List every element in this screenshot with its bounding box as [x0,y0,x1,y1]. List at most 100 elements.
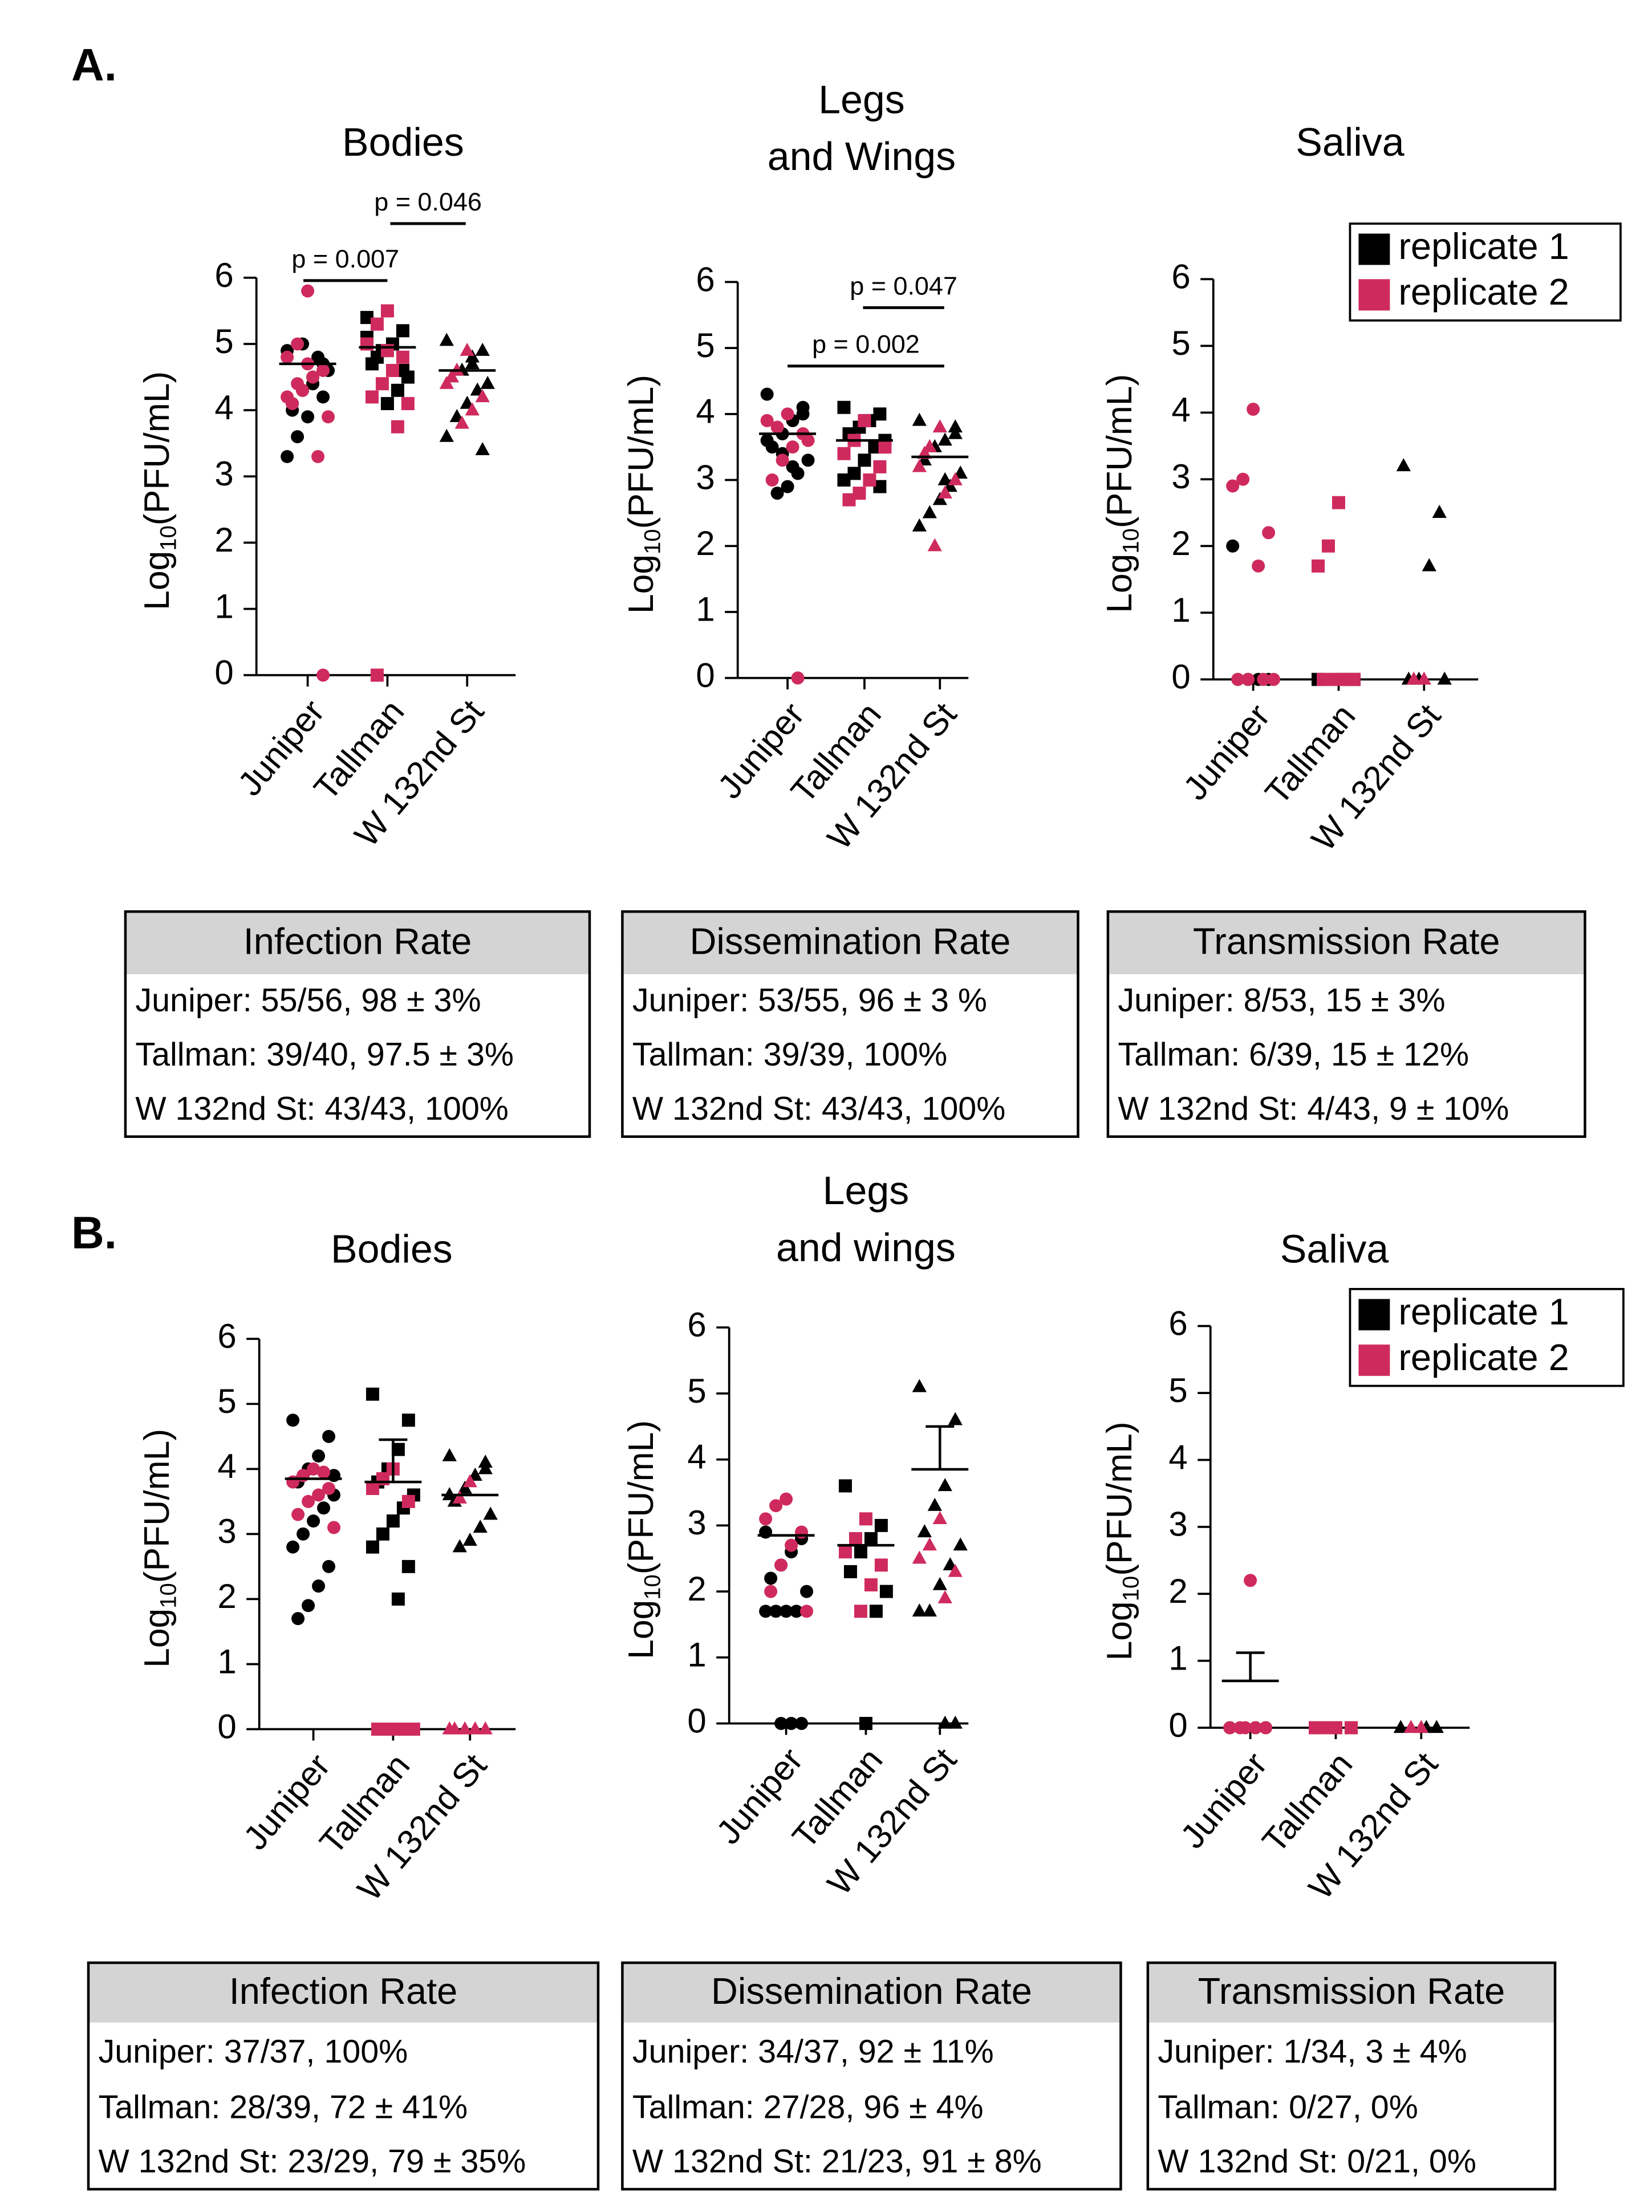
y-tick-label: 2 [696,524,715,562]
data-point [795,1525,809,1539]
table-row: W 132nd St: 21/23, 91 ± 8% [632,2143,1042,2179]
data-point [316,364,330,377]
data-point [322,1429,335,1443]
y-tick-label: 5 [696,326,715,364]
data-point [791,671,805,685]
y-tick-label: 6 [696,260,715,298]
data-point [375,377,389,391]
data-point [316,669,330,682]
y-tick-label: 3 [1171,457,1190,496]
y-axis-label-unit: (PFU/mL) [621,375,661,529]
y-axis-label: Log10(PFU/mL) [621,375,665,614]
data-point [1393,1720,1408,1733]
data-point [401,1494,415,1508]
data-point [1252,559,1265,573]
p-value: p = 0.047 [850,271,957,300]
data-point [800,1585,814,1598]
table-row: Juniper: 55/56, 98 ± 3% [135,982,481,1019]
data-point [291,430,305,444]
data-point [780,1492,793,1506]
legend-swatch [1358,1344,1390,1376]
data-point [396,1722,410,1736]
data-point [932,419,947,433]
data-point [759,1525,773,1539]
data-point [322,410,335,424]
y-tick-label: 3 [696,458,715,496]
table-title: Transmission Rate [1198,1970,1505,2012]
y-tick-label: 0 [1171,658,1190,696]
data-point [473,1520,488,1533]
p-value: p = 0.046 [374,187,482,216]
y-tick-label: 6 [214,256,233,294]
data-point [1257,672,1271,686]
data-point [873,480,887,493]
data-point [853,487,866,500]
data-point [370,350,384,364]
data-point [307,1462,320,1476]
data-point [1309,1721,1322,1735]
y-axis-label-base: Log [1099,1601,1139,1660]
data-point [1244,1574,1257,1587]
data-point [478,1461,493,1474]
data-point [912,1603,927,1617]
data-point [785,1538,798,1552]
y-axis-label-base: Log [1099,554,1139,613]
y-tick-label: 4 [696,392,715,431]
data-point [439,333,454,346]
data-point [781,407,794,421]
data-point [760,414,774,427]
panel-label: A. [71,39,117,90]
data-point [306,370,320,384]
data-point [759,1605,773,1618]
y-tick-label: 0 [214,653,233,691]
data-point [1422,558,1436,572]
table-border [621,910,1079,1138]
data-point [312,1488,326,1502]
data-point [1312,559,1325,573]
table-row: Tallman: 39/40, 97.5 ± 3% [135,1036,514,1073]
data-point [465,402,480,416]
data-point [1247,402,1260,416]
data-point [1318,1721,1332,1735]
data-point [442,1487,457,1501]
data-point [366,1482,379,1496]
table-header-bg [622,1963,1121,2023]
data-point [312,1449,326,1463]
y-axis-label: Log10(PFU/mL) [137,371,181,610]
data-point [795,1717,809,1730]
data-point [1332,496,1345,509]
data-point [781,480,794,493]
data-point [301,284,315,298]
data-point [1259,1721,1273,1735]
data-point [281,390,294,404]
y-tick-label: 6 [687,1306,706,1344]
data-point [370,317,384,331]
y-axis-label-sub: 10 [640,1574,665,1599]
data-point [1329,1721,1342,1735]
y-tick-label: 4 [1168,1438,1187,1476]
legend-label: replicate 1 [1398,1291,1569,1332]
data-point [396,324,409,338]
data-point [447,1721,462,1735]
data-point [1437,671,1452,685]
table-row: W 132nd St: 0/21, 0% [1158,2143,1476,2179]
table-row: Juniper: 8/53, 15 ± 3% [1118,982,1445,1019]
data-point [1429,1720,1444,1733]
data-point [311,350,325,364]
data-point [948,1563,963,1577]
data-point [859,1512,872,1526]
data-point [1326,672,1340,686]
data-point [838,1479,852,1493]
panel-label: B. [71,1208,117,1258]
data-point [1344,1721,1358,1735]
data-point [286,1413,300,1427]
data-point [291,377,305,391]
data-point [317,1501,331,1515]
y-tick-label: 4 [217,1447,236,1485]
data-point [948,426,963,439]
y-tick-label: 0 [696,656,715,694]
data-point [932,1577,947,1590]
table-row: Tallman: 0/27, 0% [1158,2089,1418,2125]
data-point [370,669,384,682]
data-point [801,453,815,467]
